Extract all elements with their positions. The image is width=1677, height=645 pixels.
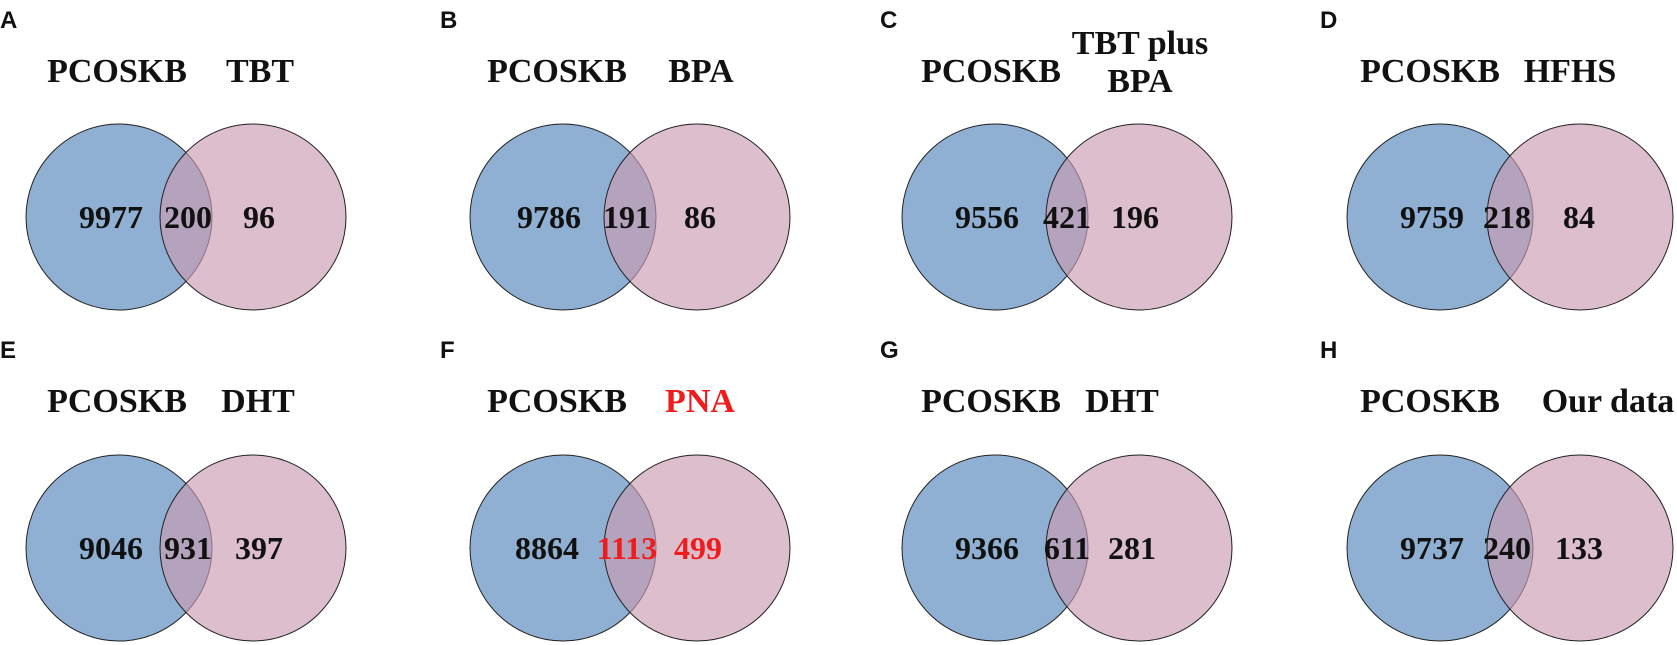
right-only-count: 84 [1563,199,1595,235]
left-only-count: 9046 [79,530,143,566]
overlap-count: 218 [1483,199,1531,235]
left-only-count: 9556 [955,199,1019,235]
overlap-count: 611 [1044,530,1090,566]
right-set-label-line: BPA [1107,63,1173,100]
overlap-count: 1113 [597,530,657,566]
right-set-label: TBT [226,53,294,90]
left-only-count: 9977 [79,199,143,235]
panel-letter: A [0,7,17,34]
right-set-label-line: TBT plus [1072,25,1208,62]
venn-panel-b: B PCOSKB BPA 9786 191 86 [440,7,791,311]
right-set-label: HFHS [1524,53,1617,90]
overlap-count: 931 [164,530,212,566]
right-set-label: Our data [1542,383,1675,420]
right-set-label: BPA [668,53,734,90]
set-circle-comparison [603,123,791,311]
left-set-label: PCOSKB [47,383,187,420]
right-only-count: 133 [1555,530,1603,566]
left-set-label: PCOSKB [921,383,1061,420]
left-only-count: 9759 [1400,199,1464,235]
right-only-count: 196 [1111,199,1159,235]
right-only-count: 96 [243,199,275,235]
left-set-label: PCOSKB [487,383,627,420]
right-only-count: 499 [674,530,722,566]
left-set-label: PCOSKB [1360,53,1500,90]
venn-panel-d: D PCOSKB HFHS 9759 218 84 [1320,7,1674,311]
panel-letter: E [0,337,16,364]
left-set-label: PCOSKB [1360,383,1500,420]
right-set-label: DHT [1085,383,1159,420]
right-only-count: 397 [235,530,283,566]
left-set-label: PCOSKB [47,53,187,90]
overlap-count: 200 [164,199,212,235]
panel-letter: F [440,337,455,364]
venn-panel-g: G PCOSKB DHT 9366 611 281 [880,337,1233,642]
right-only-count: 281 [1108,530,1156,566]
overlap-count: 240 [1483,530,1531,566]
left-set-label: PCOSKB [921,53,1061,90]
right-set-label: DHT [221,383,295,420]
set-circle-comparison [1045,454,1233,642]
left-only-count: 8864 [515,530,579,566]
set-circle-comparison [159,454,347,642]
panel-letter: C [880,7,897,34]
set-circle-comparison [1486,123,1674,311]
overlap-count: 191 [603,199,651,235]
set-circle-comparison [1486,454,1674,642]
venn-panel-a: A PCOSKB TBT 9977 200 96 [0,7,347,311]
right-only-count: 86 [684,199,716,235]
venn-panel-h: H PCOSKB Our data 9737 240 133 [1320,337,1675,642]
right-set-label: PNA [665,383,735,420]
set-circle-comparison [159,123,347,311]
panel-letter: H [1320,337,1337,364]
left-only-count: 9737 [1400,530,1464,566]
venn-panel-f: F PCOSKB PNA 8864 1113 499 [440,337,791,642]
venn-panel-e: E PCOSKB DHT 9046 931 397 [0,337,347,642]
panel-letter: B [440,7,457,34]
panel-letter: D [1320,7,1337,34]
panel-letter: G [880,337,899,364]
overlap-count: 421 [1043,199,1091,235]
left-only-count: 9366 [955,530,1019,566]
set-circle-comparison [1045,123,1233,311]
left-set-label: PCOSKB [487,53,627,90]
set-circle-comparison [603,454,791,642]
left-only-count: 9786 [517,199,581,235]
